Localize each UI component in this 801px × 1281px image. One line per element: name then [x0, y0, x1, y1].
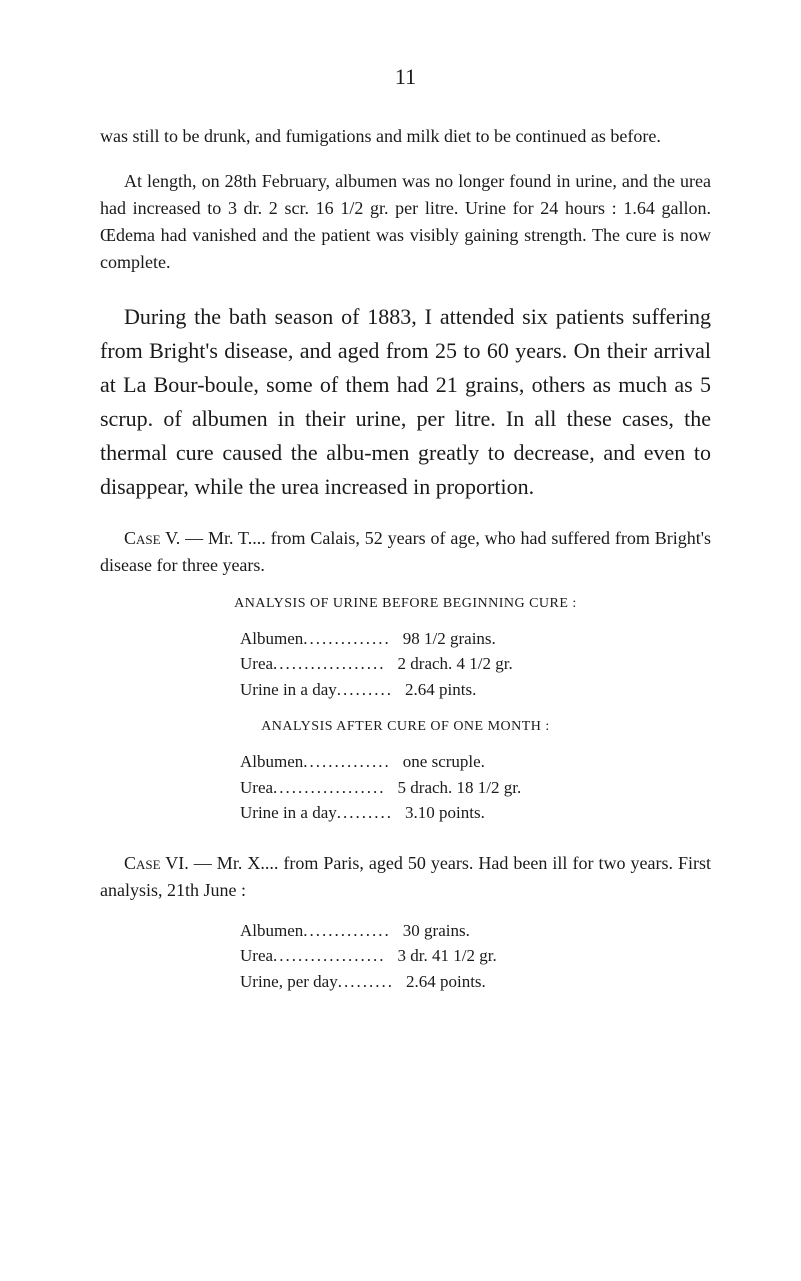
table-row: Albumen .............. 30 grains.	[240, 918, 711, 944]
row-dots: ..................	[273, 943, 386, 969]
row-dots: .........	[337, 677, 393, 703]
table-row: Urine in a day ......... 3.10 points.	[240, 800, 711, 826]
row-value: 5 drach. 18 1/2 gr.	[398, 775, 522, 801]
case-5-heading-text: — Mr. T.... from Calais, 52 years of age…	[100, 528, 711, 575]
paragraph-3: During the bath season of 1883, I attend…	[100, 300, 711, 505]
table-row: Urea .................. 2 drach. 4 1/2 g…	[240, 651, 711, 677]
row-dots: ..............	[303, 918, 391, 944]
row-value: 98 1/2 grains.	[403, 626, 496, 652]
row-dots: ..................	[273, 775, 386, 801]
row-label: Albumen	[240, 626, 303, 652]
page-number: 11	[100, 60, 711, 93]
table-row: Albumen .............. 98 1/2 grains.	[240, 626, 711, 652]
row-label: Albumen	[240, 749, 303, 775]
table-row: Urea .................. 3 dr. 41 1/2 gr.	[240, 943, 711, 969]
row-label: Urine, per day	[240, 969, 338, 995]
case-6-heading: Case VI. — Mr. X.... from Paris, aged 50…	[100, 850, 711, 904]
table-row: Urine, per day ......... 2.64 points.	[240, 969, 711, 995]
case-5-label: Case V.	[124, 528, 180, 548]
case6-rows: Albumen .............. 30 grains. Urea .…	[100, 918, 711, 995]
row-value: 2.64 points.	[406, 969, 486, 995]
paragraph-2: At length, on 28th February, albumen was…	[100, 168, 711, 276]
row-dots: ..............	[303, 626, 391, 652]
case5-rows2: Albumen .............. one scruple. Urea…	[100, 749, 711, 826]
case-5-heading: Case V. — Mr. T.... from Calais, 52 year…	[100, 525, 711, 579]
row-value: 2.64 pints.	[405, 677, 476, 703]
row-value: 3 dr. 41 1/2 gr.	[398, 943, 497, 969]
table-row: Albumen .............. one scruple.	[240, 749, 711, 775]
analysis-before-label: ANALYSIS OF URINE BEFORE BEGINNING CURE …	[100, 593, 711, 614]
analysis-after-label: ANALYSIS AFTER CURE OF ONE MONTH :	[100, 716, 711, 737]
case-6-heading-text: — Mr. X.... from Paris, aged 50 years. H…	[100, 853, 711, 900]
row-dots: ..............	[303, 749, 391, 775]
case5-rows1: Albumen .............. 98 1/2 grains. Ur…	[100, 626, 711, 703]
row-label: Albumen	[240, 918, 303, 944]
row-label: Urea	[240, 651, 273, 677]
row-label: Urea	[240, 775, 273, 801]
row-dots: .........	[337, 800, 393, 826]
row-value: one scruple.	[403, 749, 485, 775]
table-row: Urea .................. 5 drach. 18 1/2 …	[240, 775, 711, 801]
row-value: 30 grains.	[403, 918, 470, 944]
row-dots: .........	[338, 969, 394, 995]
row-label: Urea	[240, 943, 273, 969]
row-value: 3.10 points.	[405, 800, 485, 826]
paragraph-1: was still to be drunk, and fumigations a…	[100, 123, 711, 150]
row-label: Urine in a day	[240, 800, 337, 826]
table-row: Urine in a day ......... 2.64 pints.	[240, 677, 711, 703]
row-value: 2 drach. 4 1/2 gr.	[398, 651, 513, 677]
row-label: Urine in a day	[240, 677, 337, 703]
case-6-label: Case VI.	[124, 853, 189, 873]
row-dots: ..................	[273, 651, 386, 677]
